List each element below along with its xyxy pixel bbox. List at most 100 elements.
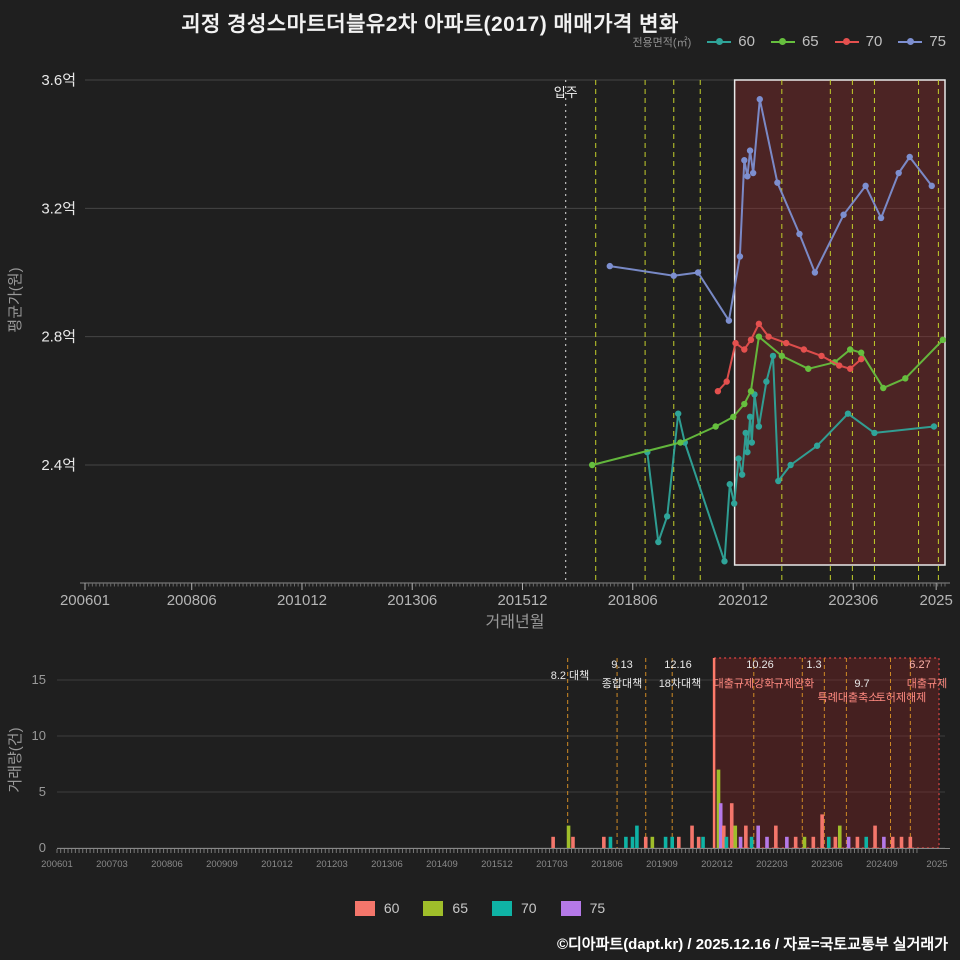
volume-bar xyxy=(602,837,606,848)
legend-item-65[interactable]: 65 xyxy=(771,33,819,50)
series-75-point xyxy=(750,170,756,176)
x-tick-label: 2025 xyxy=(919,592,952,609)
volume-legend-item-60[interactable]: 60 xyxy=(355,900,400,916)
series-70-point xyxy=(765,333,771,339)
series-65-point xyxy=(847,346,853,352)
series-65-point xyxy=(589,462,595,468)
series-70-point xyxy=(715,388,721,394)
series-60-point xyxy=(744,449,750,455)
legend-label-65: 65 xyxy=(802,33,819,50)
x-tick-label: 201806 xyxy=(608,592,658,609)
series-60-point xyxy=(731,500,737,506)
volume-bar xyxy=(677,837,681,848)
series-70-point xyxy=(723,378,729,384)
volume-bar xyxy=(750,837,754,848)
volume-chart: 0510152006012007032008062009092010122012… xyxy=(0,650,960,910)
y-tick-label: 2.4억 xyxy=(41,457,76,474)
policy-annotation: 1.3 xyxy=(806,659,821,671)
series-65-point xyxy=(677,439,683,445)
series-65-point xyxy=(940,337,946,343)
series-65-point xyxy=(805,366,811,372)
volume-bar xyxy=(624,837,628,848)
volume-bar xyxy=(571,837,575,848)
volume-bar xyxy=(635,826,639,848)
legend-label-70: 70 xyxy=(866,33,883,50)
movein-label: 입주 xyxy=(554,85,578,100)
volume-x-tick-label: 201703 xyxy=(536,859,568,870)
volume-x-tick-label: 201909 xyxy=(646,859,678,870)
swatch-icon xyxy=(561,901,581,916)
series-75-point xyxy=(726,317,732,323)
movein-line: 입주 xyxy=(554,80,578,583)
volume-bar xyxy=(697,837,701,848)
volume-bar xyxy=(651,837,655,848)
volume-bar xyxy=(847,837,851,848)
series-75-point xyxy=(812,269,818,275)
policy-annotation: 9.7 xyxy=(854,678,869,690)
series-60-point xyxy=(770,353,776,359)
line-marker-icon xyxy=(835,36,859,47)
volume-y-tick-label: 10 xyxy=(32,728,46,743)
volume-x-tick-label: 201409 xyxy=(426,859,458,870)
x-tick-label: 200601 xyxy=(60,592,110,609)
volume-bar xyxy=(664,837,668,848)
volume-y-axis-title: 거래량(건) xyxy=(7,727,24,792)
series-65-point xyxy=(756,333,762,339)
series-60-point xyxy=(739,471,745,477)
line-marker-icon xyxy=(898,36,922,47)
area-legend-title: 전용면적(㎡) xyxy=(632,34,691,50)
volume-legend-label-60: 60 xyxy=(384,900,400,916)
volume-bar xyxy=(631,837,635,848)
volume-legend-label-70: 70 xyxy=(521,900,537,916)
volume-bar xyxy=(744,826,748,848)
series-60-point xyxy=(931,423,937,429)
series-60-point xyxy=(787,462,793,468)
series-75-point xyxy=(757,96,763,102)
volume-bar xyxy=(670,837,674,848)
volume-x-tick-label: 201512 xyxy=(481,859,513,870)
line-marker-icon xyxy=(707,36,731,47)
x-axis: 2006012008062010122013062015122018062020… xyxy=(60,583,953,609)
policy-annotation: 9.13 xyxy=(611,659,632,671)
volume-legend-item-65[interactable]: 65 xyxy=(423,900,468,916)
series-60-point xyxy=(845,410,851,416)
y-tick-label: 3.2억 xyxy=(41,200,76,217)
volume-bar xyxy=(739,837,743,848)
policy-annotation: 10.26 xyxy=(746,659,774,671)
series-75-point xyxy=(907,154,913,160)
series-75-point xyxy=(695,269,701,275)
volume-bar xyxy=(756,826,760,848)
series-70-point xyxy=(801,346,807,352)
volume-bar xyxy=(864,837,868,848)
volume-x-tick-label: 202012 xyxy=(701,859,733,870)
series-60-point xyxy=(727,481,733,487)
series-75-point xyxy=(878,215,884,221)
volume-legend-item-70[interactable]: 70 xyxy=(492,900,537,916)
series-75-point xyxy=(741,157,747,163)
series-60-point xyxy=(747,414,753,420)
series-60-point xyxy=(814,443,820,449)
series-70-point xyxy=(818,353,824,359)
volume-legend-label-75: 75 xyxy=(590,900,606,916)
volume-x-tick-label: 201306 xyxy=(371,859,403,870)
legend-item-75[interactable]: 75 xyxy=(898,33,946,50)
series-60-point xyxy=(664,513,670,519)
volume-bar xyxy=(690,826,694,848)
x-tick-label: 200806 xyxy=(167,592,217,609)
legend-item-60[interactable]: 60 xyxy=(707,33,755,50)
y-tick-label: 3.6억 xyxy=(41,72,76,89)
volume-bar xyxy=(838,826,842,848)
volume-bar xyxy=(774,826,778,848)
volume-x-tick-label: 200703 xyxy=(96,859,128,870)
x-tick-label: 202012 xyxy=(718,592,768,609)
volume-legend-item-75[interactable]: 75 xyxy=(561,900,606,916)
volume-bar xyxy=(909,837,913,848)
volume-legend: 60 65 70 75 xyxy=(0,900,960,916)
volume-bar xyxy=(812,837,816,848)
volume-bar xyxy=(856,837,860,848)
line-marker-icon xyxy=(771,36,795,47)
volume-bar xyxy=(873,826,877,848)
series-60-point xyxy=(756,423,762,429)
legend-item-70[interactable]: 70 xyxy=(835,33,883,50)
svg-text:평균가(원): 평균가(원) xyxy=(7,267,24,332)
